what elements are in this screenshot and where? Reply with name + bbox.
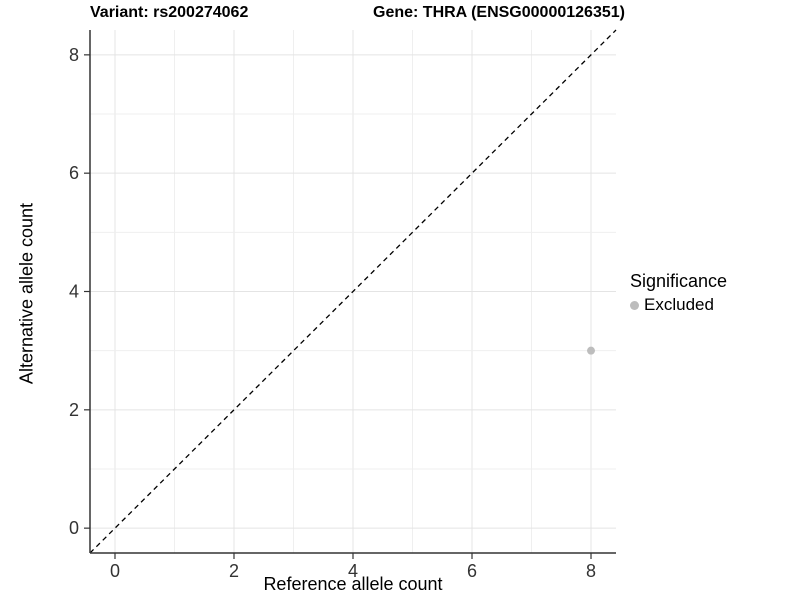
data-point	[587, 346, 596, 355]
x-axis-title: Reference allele count	[263, 574, 443, 594]
axis-layer	[84, 30, 616, 559]
legend-point-icon	[630, 300, 639, 310]
x-tick-label: 0	[110, 561, 120, 581]
grid-layer	[90, 30, 616, 553]
gene-title: Gene: THRA (ENSG00000126351)	[373, 4, 625, 21]
identity-line	[89, 29, 617, 554]
y-tick-label: 8	[69, 45, 79, 65]
variant-title: Variant: rs200274062	[90, 4, 249, 21]
y-tick-label: 4	[69, 282, 79, 302]
legend: Significance Excluded	[630, 271, 727, 315]
x-tick-label: 4	[348, 561, 358, 581]
y-axis-title: Alternative allele count	[16, 202, 37, 385]
tick-label-layer: 0 2 4 6 8 0 2 4 6 8	[69, 45, 596, 581]
legend-item-excluded: Excluded	[630, 295, 727, 315]
legend-title: Significance	[630, 271, 728, 291]
x-tick-label: 8	[586, 561, 596, 581]
identity-line-layer	[89, 29, 617, 554]
x-tick-label: 6	[467, 561, 477, 581]
y-tick-label: 0	[69, 518, 79, 538]
data-point-layer	[587, 346, 596, 355]
y-tick-label: 2	[69, 400, 79, 420]
legend-item-label: Excluded	[644, 295, 714, 314]
y-tick-label: 6	[69, 163, 79, 183]
x-tick-label: 2	[229, 561, 239, 581]
